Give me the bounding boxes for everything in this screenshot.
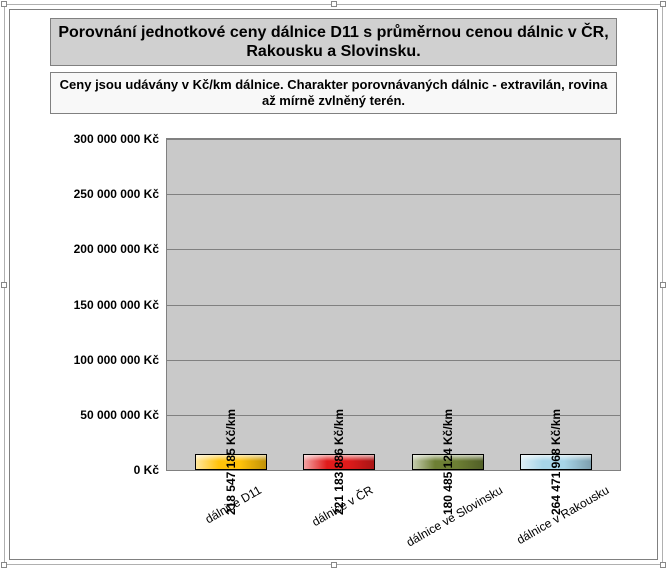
resize-handle[interactable] [660,562,666,568]
y-axis-label: 0 Kč [134,463,159,477]
selection-frame: Porovnání jednotkové ceny dálnice D11 s … [4,4,663,565]
gridline [167,249,620,250]
gridline [167,360,620,361]
gridline [167,194,620,195]
gridline [167,139,620,140]
chart-subtitle: Ceny jsou udávány v Kč/km dálnice. Chara… [50,72,617,113]
y-axis-label: 250 000 000 Kč [74,187,159,201]
bar-value-label: 180 485 124 Kč/km [441,409,455,515]
y-axis-label: 50 000 000 Kč [80,408,159,422]
chart-title: Porovnání jednotkové ceny dálnice D11 s … [50,18,617,66]
bar: 180 485 124 Kč/km [412,454,484,470]
plot-area: 218 547 185 Kč/km 221 183 886 Kč/km 180 48… [46,138,621,541]
bar-slot: 218 547 185 Kč/km [177,454,285,470]
y-axis-label: 150 000 000 Kč [74,298,159,312]
bar: 221 183 886 Kč/km [303,454,375,470]
resize-handle[interactable] [331,1,337,7]
chart-panel: Porovnání jednotkové ceny dálnice D11 s … [9,9,658,560]
resize-handle[interactable] [660,1,666,7]
resize-handle[interactable] [1,562,7,568]
bar-slot: 221 183 886 Kč/km [285,454,393,470]
y-axis-label: 100 000 000 Kč [74,353,159,367]
y-axis-label: 200 000 000 Kč [74,242,159,256]
chart-background: 218 547 185 Kč/km 221 183 886 Kč/km 180 48… [166,138,621,471]
bar-slot: 264 471 968 Kč/km [502,454,610,470]
bar-value-label: 218 547 185 Kč/km [224,409,238,515]
bar: 264 471 968 Kč/km [520,454,592,470]
y-axis-label: 300 000 000 Kč [74,132,159,146]
resize-handle[interactable] [1,1,7,7]
bar-slot: 180 485 124 Kč/km [394,454,502,470]
resize-handle[interactable] [1,282,7,288]
bar: 218 547 185 Kč/km [195,454,267,470]
bar-value-label: 264 471 968 Kč/km [549,409,563,515]
resize-handle[interactable] [331,562,337,568]
gridline [167,305,620,306]
resize-handle[interactable] [660,282,666,288]
bar-value-label: 221 183 886 Kč/km [332,409,346,515]
